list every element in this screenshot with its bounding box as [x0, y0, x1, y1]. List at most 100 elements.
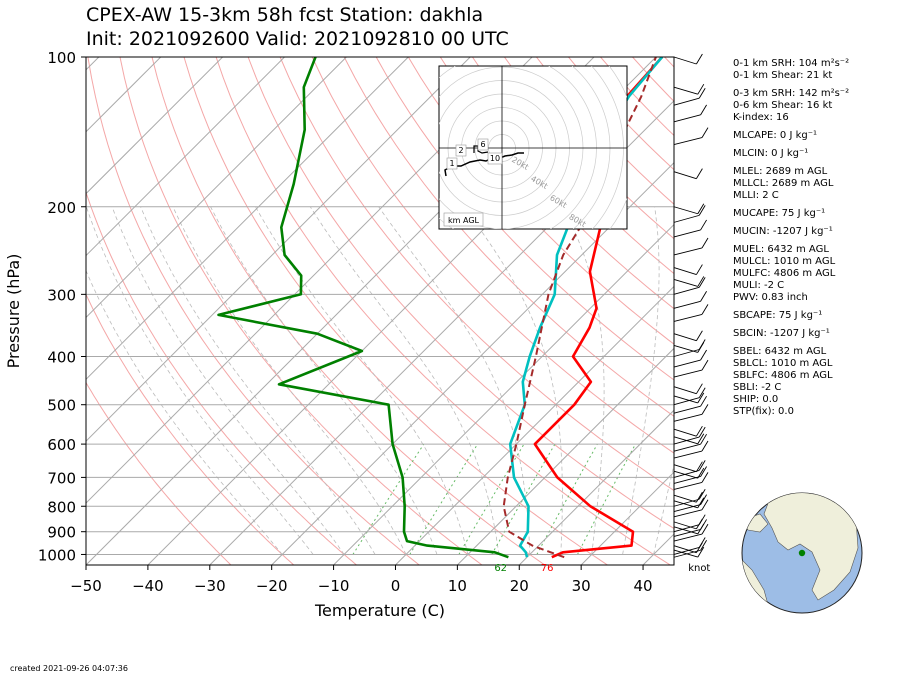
globe-locator-map [741, 492, 863, 614]
wind-barb-flag [697, 433, 705, 445]
x-tick-label: 30 [572, 577, 591, 595]
hodograph-legend: km AGL [448, 216, 480, 225]
wind-barb [673, 214, 700, 223]
isotherm-line [333, 223, 674, 565]
param-line: MLCIN: 0 J kg⁻¹ [733, 148, 809, 159]
wind-barb [673, 533, 703, 542]
y-axis-label: Pressure (hPa) [4, 254, 23, 369]
wind-barb-flag [700, 395, 707, 407]
y-tick-label: 500 [47, 397, 76, 415]
dry-adiabat [183, 57, 608, 565]
x-axis-label: Temperature (C) [314, 601, 445, 620]
y-tick-label: 800 [47, 498, 76, 516]
wind-barb [673, 229, 701, 238]
wind-barb [673, 313, 703, 322]
wind-barb-flag [696, 383, 703, 394]
wind-barb [673, 247, 703, 256]
param-line: PWV: 0.83 inch [733, 292, 808, 303]
wind-barb [673, 369, 703, 378]
wind-barb [673, 476, 701, 484]
hodograph-height-box [446, 157, 458, 170]
param-line: SBLCL: 1010 m AGL [733, 358, 833, 369]
isotherm-line [395, 285, 674, 565]
isotherm-line [209, 100, 674, 565]
x-tick-label: 0 [391, 577, 401, 595]
wind-barb-flag [698, 387, 706, 398]
y-tick-label: 600 [47, 436, 76, 454]
chart-title-line2: Init: 2021092600 Valid: 2021092810 00 UT… [86, 28, 509, 50]
x-tick-label: 10 [448, 577, 467, 595]
wind-barb-flag [698, 339, 706, 350]
wind-barb-flag [700, 519, 707, 530]
wind-barb [673, 524, 700, 533]
wind-barb-flag [698, 205, 706, 216]
wind-barb-flag [701, 440, 709, 452]
wind-barb [673, 529, 701, 537]
isotherm-line [518, 409, 674, 565]
x-tick-label: −40 [132, 577, 164, 595]
wind-barb [673, 405, 701, 414]
param-line: 0-3 km SRH: 142 m²s⁻² [733, 88, 850, 99]
moist-adiabat [172, 206, 407, 555]
param-line: 0-1 km SRH: 104 m²s⁻² [733, 58, 850, 69]
wind-barb [673, 526, 698, 535]
axes: −50 −40 −30 −20 −10 0 10 20 30 40 100 200 300 400 500 6… [38, 49, 711, 595]
dry-adiabat [279, 57, 674, 492]
chart-title-line1: CPEX-AW 15-3km 58h fcst Station: dakhla [86, 4, 484, 26]
isotherm-line [86, 57, 223, 195]
hodograph-height-label: 6 [480, 140, 485, 149]
wind-barb [673, 300, 701, 309]
wind-barb [673, 470, 698, 479]
param-line: MLLCL: 2689 m AGL [733, 178, 834, 189]
wind-barb [673, 436, 698, 445]
param-line: MUCIN: -1207 J kg⁻¹ [733, 226, 833, 237]
param-line: SBEL: 6432 m AGL [733, 346, 827, 357]
wind-barb [673, 443, 701, 452]
wind-barb [673, 498, 700, 507]
x-tick-label: −20 [256, 577, 288, 595]
wind-barb-flag [697, 497, 705, 509]
wind-barb [673, 504, 701, 513]
dry-adiabat [311, 57, 674, 454]
wind-barb [673, 279, 698, 287]
wind-barb-flag [697, 546, 705, 558]
wind-barb-flag [697, 467, 705, 479]
param-line: MULCL: 1010 m AGL [733, 256, 836, 267]
wind-barb-flag [697, 392, 705, 404]
isotherm-line [86, 57, 162, 133]
x-tick-label: −30 [194, 577, 226, 595]
wind-barb [673, 509, 703, 518]
param-line: MUEL: 6432 m AGL [733, 244, 829, 255]
dry-adiabat [87, 57, 420, 565]
y-tick-label: 200 [47, 199, 76, 217]
wind-barb-flag [700, 349, 707, 361]
dry-adiabat [86, 381, 232, 565]
param-line: SBCAPE: 75 J kg⁻¹ [733, 310, 823, 321]
wind-barb [673, 549, 701, 558]
wind-barb [673, 286, 700, 295]
isotherm-line [271, 161, 674, 565]
surface-annotation: 76 [541, 563, 554, 574]
hodograph-height-label: 2 [458, 146, 463, 155]
dry-adiabat [471, 57, 674, 275]
wind-barb-flag [696, 491, 703, 503]
wind-barb [673, 344, 698, 353]
param-line: SBLFC: 4806 m AGL [733, 370, 833, 381]
wind-barb-flag [698, 460, 706, 471]
wind-barb-flag [696, 264, 703, 275]
wind-barb-flag [698, 489, 706, 500]
param-line: 0-6 km Shear: 16 kt [733, 100, 833, 111]
wind-barb-flag [700, 433, 707, 445]
param-line: MULI: -2 C [733, 280, 785, 291]
wind-barb [673, 521, 697, 530]
wind-barb [673, 481, 703, 490]
wind-barb-flag [701, 127, 709, 138]
wind-barb [673, 206, 698, 215]
surface-annotation: knot [688, 563, 710, 574]
plot-frame [85, 56, 675, 566]
wind-barb-flag [701, 237, 709, 249]
wind-barb-flag [701, 359, 709, 371]
wind-barb [673, 436, 700, 445]
wind-barb [673, 56, 697, 65]
